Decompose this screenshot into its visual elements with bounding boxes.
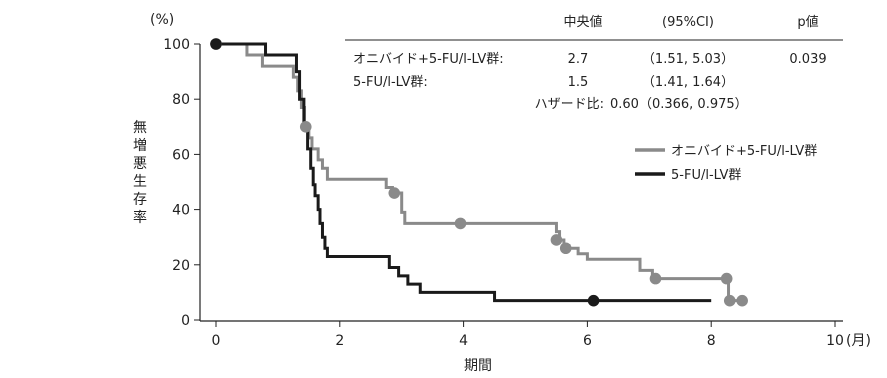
x-axis-title: 期間: [464, 358, 492, 374]
censor-mark-onivyde: [720, 272, 733, 285]
y-unit-label: (%): [150, 12, 174, 28]
y-tick-label: 20: [172, 258, 190, 274]
censor-mark-onivyde: [649, 272, 662, 285]
x-tick-label: 4: [459, 333, 468, 349]
table-row-1-median: 2.7: [568, 52, 589, 67]
table-row-1-label: オニバイド+5-FU/l-LV群:: [353, 52, 504, 67]
summary-table: 中央値 (95%CI) p値 オニバイド+5-FU/l-LV群: 2.7 （1.…: [345, 14, 843, 112]
x-tick-label: 6: [583, 333, 592, 349]
table-row-1-ci: （1.51, 5.03）: [642, 52, 734, 67]
censor-mark-onivyde: [550, 234, 563, 246]
y-axis-title: 無増悪生存率: [133, 120, 147, 226]
y-ticks: 0 20 40 60 80 100: [163, 37, 200, 329]
legend-label-5fu: 5-FU/l-LV群: [671, 168, 741, 183]
table-row-2-median: 1.5: [568, 75, 589, 90]
y-tick-label: 60: [172, 147, 190, 163]
series-layer: [210, 38, 748, 307]
x-tick-label: 0: [212, 333, 221, 349]
y-tick-label: 80: [172, 92, 190, 108]
km-curve-5fu: [216, 42, 712, 303]
x-tick-label: 8: [707, 333, 716, 349]
x-tick-label: 10: [826, 333, 844, 349]
table-row-2-ci: （1.41, 1.64）: [642, 75, 734, 90]
table-header-median: 中央値: [563, 14, 602, 30]
table-header-ci: (95%CI): [662, 15, 714, 30]
censor-mark-onivyde: [723, 294, 736, 307]
legend-label-onivyde: オニバイド+5-FU/l-LV群: [671, 144, 817, 159]
hazard-value: 0.60（0.366, 0.975）: [610, 97, 748, 112]
table-row-2-label: 5-FU/l-LV群:: [353, 75, 428, 90]
censor-mark-5fu: [210, 38, 222, 50]
table-header-p: p値: [797, 14, 818, 30]
y-tick-label: 0: [181, 313, 190, 329]
x-unit-label: (月): [846, 333, 871, 349]
y-tick-label: 40: [172, 203, 190, 219]
censor-mark-onivyde: [559, 242, 572, 255]
legend: オニバイド+5-FU/l-LV群 5-FU/l-LV群: [635, 144, 817, 183]
hazard-label: ハザード比:: [535, 97, 604, 112]
censor-mark-onivyde: [736, 294, 748, 307]
table-row-1-p: 0.039: [789, 52, 826, 67]
x-ticks: 0 2 4 6 8 10: [212, 321, 844, 349]
censor-mark-onivyde: [299, 121, 312, 133]
censor-mark-onivyde: [388, 187, 401, 199]
y-tick-label: 100: [163, 37, 190, 53]
censor-mark-5fu: [587, 294, 600, 307]
x-tick-label: 2: [335, 333, 344, 349]
censor-mark-onivyde: [454, 217, 467, 230]
